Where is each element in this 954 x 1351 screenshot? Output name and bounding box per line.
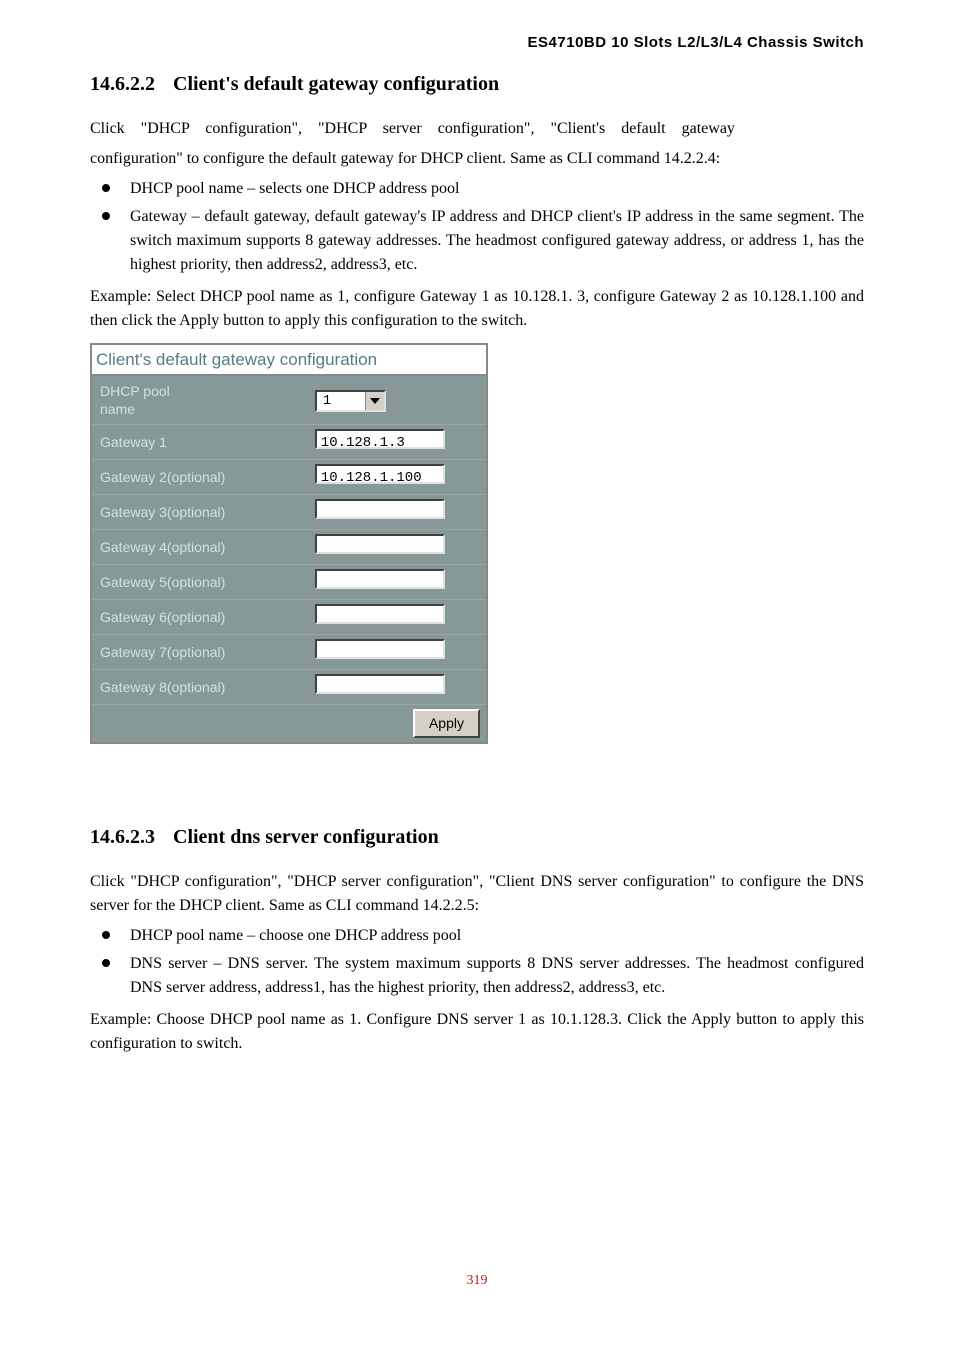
section-1-example: Example: Select DHCP pool name as 1, con… [90,285,864,333]
gateway-1-input[interactable]: 10.128.1.3 [315,429,445,449]
section-1-num: 14.6.2.2 [90,69,155,99]
section-1-bullet-2: Gateway – default gateway, default gatew… [90,205,864,277]
section-1-title: 14.6.2.2 Client's default gateway configu… [90,69,864,99]
gateway-4-input[interactable] [315,534,445,554]
gateway-8-input[interactable] [315,674,445,694]
section-2-num: 14.6.2.3 [90,822,155,852]
apply-button[interactable]: Apply [413,709,480,738]
dhcp-pool-name-label: DHCP poolname [91,375,309,425]
gateway-config-table: Client's default gateway configuration D… [90,343,488,745]
gateway-2-input[interactable]: 10.128.1.100 [315,464,445,484]
table-title: Client's default gateway configuration [91,344,487,376]
section-2-heading: Client dns server configuration [173,826,439,848]
gateway-2-label: Gateway 2(optional) [91,460,309,495]
gateway-7-label: Gateway 7(optional) [91,635,309,670]
page-number: 319 [0,1270,954,1291]
section-2-bullet-2: DNS server – DNS server. The system maxi… [90,952,864,1000]
section-2-para: Click "DHCP configuration", "DHCP server… [90,870,864,918]
gateway-7-input[interactable] [315,639,445,659]
dhcp-pool-name-value: 1 [317,392,365,410]
page-header: ES4710BD 10 Slots L2/L3/L4 Chassis Switc… [90,32,864,55]
section-2-bullet-1: DHCP pool name – choose one DHCP address… [90,924,864,948]
gateway-5-label: Gateway 5(optional) [91,565,309,600]
chevron-down-icon[interactable] [365,392,384,410]
gateway-3-input[interactable] [315,499,445,519]
gateway-6-input[interactable] [315,604,445,624]
section-2-bullets: DHCP pool name – choose one DHCP address… [90,924,864,1000]
section-1-para-line-a: Click "DHCP configuration", "DHCP server… [90,117,864,141]
gateway-4-label: Gateway 4(optional) [91,530,309,565]
gateway-config-table-wrap: Client's default gateway configuration D… [90,343,488,745]
section-1-bullets: DHCP pool name – selects one DHCP addres… [90,177,864,277]
section-2-title: 14.6.2.3 Client dns server configuration [90,822,864,852]
dhcp-pool-name-select[interactable]: 1 [315,390,386,412]
gateway-8-label: Gateway 8(optional) [91,670,309,705]
gateway-5-input[interactable] [315,569,445,589]
gateway-1-label: Gateway 1 [91,425,309,460]
section-2-example: Example: Choose DHCP pool name as 1. Con… [90,1008,864,1056]
section-1-para-line-b: configuration" to configure the default … [90,147,864,171]
gateway-6-label: Gateway 6(optional) [91,600,309,635]
gateway-3-label: Gateway 3(optional) [91,495,309,530]
section-1-heading: Client's default gateway configuration [173,73,499,95]
section-1-bullet-1: DHCP pool name – selects one DHCP addres… [90,177,864,201]
